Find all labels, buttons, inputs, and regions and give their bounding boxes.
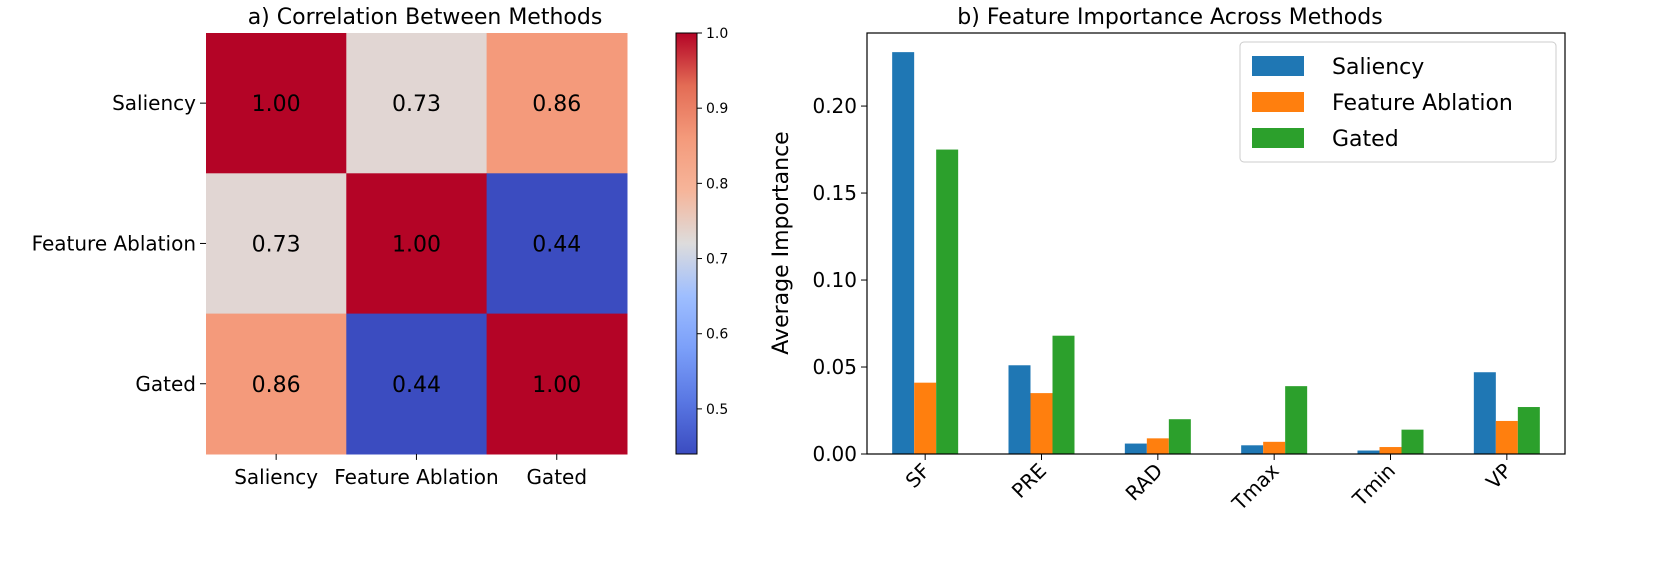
bar-feature-ablation <box>1495 420 1518 454</box>
x-axis: SF PRE RAD Tmax Tmin VP <box>901 454 1516 516</box>
heatmap-cell-value: 1.00 <box>532 373 581 398</box>
bar-feature-ablation <box>1379 447 1402 454</box>
heatmap-cell-value: 0.44 <box>532 232 581 257</box>
bar-saliency <box>1357 450 1380 454</box>
heatmap-cell-value: 0.73 <box>392 92 441 117</box>
heatmap-cell <box>206 173 347 315</box>
heatmap-cell-value: 0.73 <box>252 232 301 257</box>
heatmap-cell-value: 1.00 <box>392 232 441 257</box>
row-label: Gated <box>135 372 196 396</box>
bar-saliency <box>1124 443 1147 454</box>
heatmap-row-labels: Saliency Feature Ablation Gated <box>32 91 206 396</box>
colorbar-tick-label: 0.8 <box>706 176 728 192</box>
x-tick-label: Tmax <box>1227 458 1284 515</box>
legend-label: Saliency <box>1332 55 1424 80</box>
colorbar: 0.5 0.6 0.7 0.8 0.9 1.0 <box>675 26 728 455</box>
colorbar-tick-label: 0.9 <box>706 101 728 117</box>
colorbar-tick-label: 1.0 <box>706 26 728 42</box>
plot-frame <box>866 32 1566 455</box>
y-axis-label: Average Importance <box>769 131 794 354</box>
bar-gated <box>1052 335 1075 454</box>
legend-swatch <box>1252 92 1304 112</box>
heatmap-cell <box>486 173 628 315</box>
bar-gated <box>936 149 959 454</box>
heatmap-cell-value: 0.86 <box>252 373 301 398</box>
col-label: Saliency <box>234 465 318 489</box>
colorbar-tick-label: 0.7 <box>706 252 728 268</box>
heatmap-cell <box>486 313 628 455</box>
bar-saliency <box>892 52 915 455</box>
y-axis: 0.00 0.05 0.10 0.15 0.20 <box>812 94 867 466</box>
legend-label: Feature Ablation <box>1332 91 1513 116</box>
colorbar-ticks: 0.5 0.6 0.7 0.8 0.9 1.0 <box>697 26 728 418</box>
heatmap-col-labels: Saliency Feature Ablation Gated <box>234 453 587 489</box>
heatmap-cell <box>346 173 488 315</box>
colorbar-tick-label: 0.6 <box>706 327 728 343</box>
bar-saliency <box>1241 445 1264 454</box>
heatmap-cell <box>346 33 488 174</box>
heatmap-cell <box>206 33 347 174</box>
y-tick-label: 0.20 <box>812 94 857 118</box>
bar-feature-ablation <box>1030 393 1053 454</box>
legend: Saliency Feature Ablation Gated <box>1239 41 1557 163</box>
x-tick-label: SF <box>901 459 935 493</box>
heatmap-cell-value: 0.44 <box>392 373 441 398</box>
bar-gated <box>1168 419 1191 454</box>
y-tick-label: 0.00 <box>812 442 857 466</box>
heatmap-cell <box>346 313 488 455</box>
legend-swatch <box>1252 128 1304 148</box>
legend-label: Gated <box>1332 127 1399 152</box>
heatmap-title: a) Correlation Between Methods <box>248 5 603 30</box>
bar-feature-ablation <box>1146 438 1169 454</box>
heatmap-cell <box>206 313 347 455</box>
bar-saliency <box>1473 372 1496 454</box>
row-label: Feature Ablation <box>32 231 196 255</box>
bar-saliency <box>1008 365 1031 454</box>
bar-chart-title: b) Feature Importance Across Methods <box>957 5 1382 30</box>
bar-feature-ablation <box>1263 441 1286 454</box>
y-tick-label: 0.10 <box>812 268 857 292</box>
x-tick-label: PRE <box>1007 459 1051 503</box>
feature-importance-bar-chart: b) Feature Importance Across Methods 0.0… <box>769 5 1566 516</box>
heatmap-cell-value: 0.86 <box>532 92 581 117</box>
row-label: Saliency <box>112 91 196 115</box>
heatmap-cell <box>486 33 628 174</box>
bar-gated <box>1285 386 1308 454</box>
x-tick-label: RAD <box>1121 459 1168 506</box>
bar-chart-bars <box>892 52 1540 455</box>
bar-gated <box>1517 407 1540 454</box>
x-tick-label: VP <box>1481 459 1516 494</box>
y-tick-label: 0.05 <box>812 355 857 379</box>
correlation-heatmap: a) Correlation Between Methods 1.00 0.73 0… <box>32 5 729 489</box>
heatmap-cell-value: 1.00 <box>252 92 301 117</box>
y-tick-label: 0.15 <box>812 181 857 205</box>
heatmap-cells: 1.00 0.73 0.86 0.73 1.00 0.44 0.86 0.44 1.00 <box>206 33 628 455</box>
colorbar-tick-label: 0.5 <box>706 402 728 418</box>
colorbar-gradient <box>675 32 698 455</box>
legend-box <box>1239 41 1557 163</box>
legend-swatch <box>1252 56 1304 76</box>
col-label: Gated <box>526 465 587 489</box>
x-tick-label: Tmin <box>1347 459 1400 512</box>
col-label: Feature Ablation <box>334 465 498 489</box>
bar-feature-ablation <box>914 382 937 454</box>
bar-gated <box>1401 429 1424 454</box>
